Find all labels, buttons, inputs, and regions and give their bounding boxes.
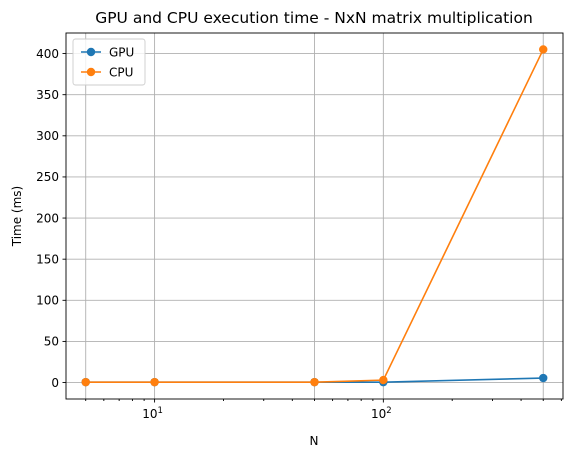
data-point-cpu (310, 377, 319, 387)
y-tick-label: 0 (51, 376, 59, 390)
x-axis-label: N (310, 434, 319, 448)
y-tick-label: 250 (36, 170, 59, 184)
y-tick-label: 300 (36, 129, 59, 143)
legend-label-gpu: GPU (109, 45, 134, 59)
y-tick-label: 100 (36, 294, 59, 308)
legend-marker-gpu (86, 47, 96, 57)
y-tick-label: 400 (36, 47, 59, 61)
data-point-cpu (81, 377, 90, 387)
y-tick-label: 200 (36, 211, 59, 225)
data-point-cpu (379, 375, 388, 385)
data-point-cpu (150, 377, 159, 387)
y-tick-label: 350 (36, 88, 59, 102)
y-axis-label: Time (ms) (10, 186, 24, 248)
series (81, 45, 548, 387)
data-point-gpu (539, 373, 548, 383)
y-tick-label: 150 (36, 252, 59, 266)
axis-ticks: 0 50 100 150 200 250 300 350 400 101 102 (36, 47, 562, 421)
y-tick-label: 50 (44, 335, 59, 349)
legend-marker-cpu (86, 67, 96, 77)
grid (66, 33, 563, 399)
plot-frame (65, 32, 564, 400)
data-point-cpu (539, 45, 548, 54)
legend-label-cpu: CPU (109, 65, 133, 79)
x-tick-label: 102 (371, 406, 392, 421)
x-tick-label: 101 (142, 406, 163, 421)
legend: GPU CPU (72, 38, 146, 86)
chart-title: GPU and CPU execution time - NxN matrix … (95, 9, 533, 27)
